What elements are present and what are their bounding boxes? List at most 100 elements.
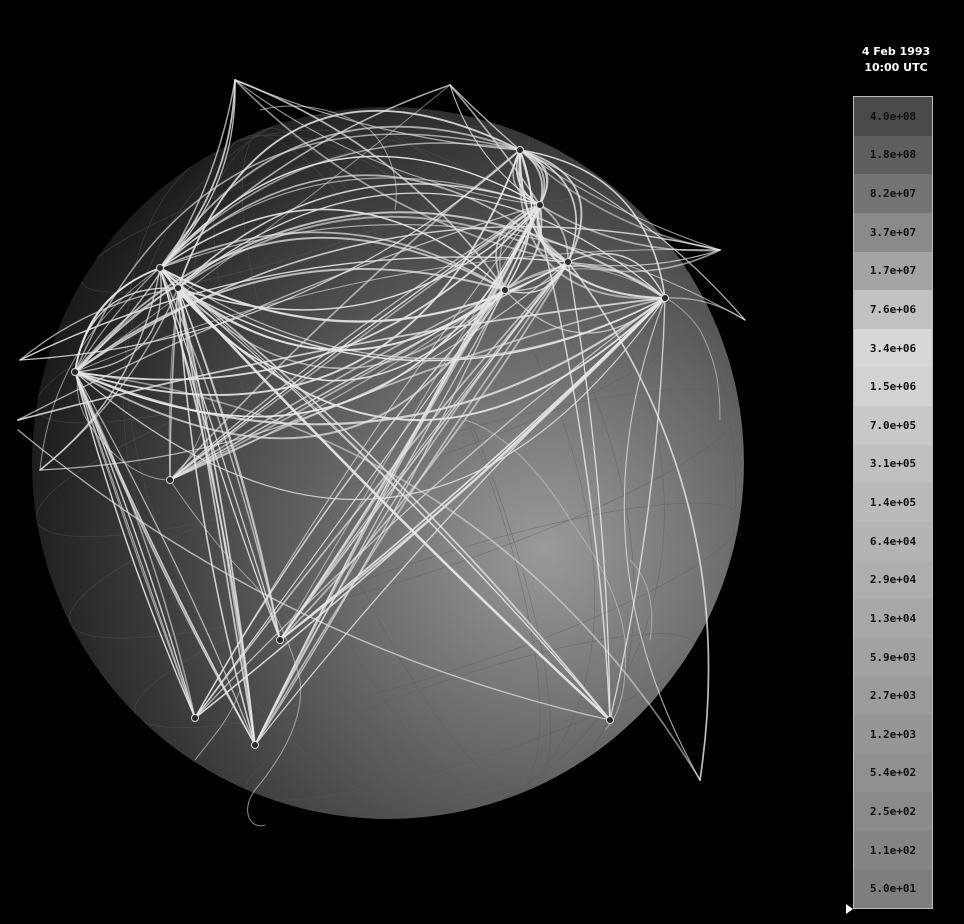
traffic-arc xyxy=(567,261,710,781)
traffic-arc xyxy=(623,297,701,781)
traffic-arc xyxy=(177,287,256,746)
traffic-arc xyxy=(169,289,506,481)
traffic-arc xyxy=(159,208,506,291)
traffic-arc xyxy=(74,371,256,746)
traffic-arc xyxy=(567,253,666,299)
legend-item: 2.7e+03 xyxy=(854,676,932,715)
traffic-arc xyxy=(159,79,236,269)
traffic-arc xyxy=(74,249,721,373)
traffic-arc xyxy=(17,429,611,721)
traffic-arc xyxy=(74,79,236,373)
traffic-arc xyxy=(169,289,506,481)
traffic-arc xyxy=(39,287,179,471)
traffic-arc xyxy=(19,256,569,361)
traffic-arc xyxy=(39,261,569,471)
traffic-arc xyxy=(279,204,541,641)
network-node xyxy=(166,476,174,484)
traffic-arc xyxy=(169,204,541,481)
traffic-arc xyxy=(254,297,666,746)
network-node xyxy=(564,258,572,266)
legend-item: 2.5e+02 xyxy=(854,792,932,831)
traffic-arc xyxy=(449,84,541,206)
network-node xyxy=(156,264,164,272)
traffic-arc xyxy=(74,371,196,719)
traffic-arc xyxy=(279,261,569,641)
network-node xyxy=(191,714,199,722)
traffic-arc xyxy=(159,125,521,269)
traffic-arc xyxy=(168,287,179,481)
traffic-arc xyxy=(567,261,611,721)
traffic-arc xyxy=(449,84,521,151)
network-node xyxy=(516,146,524,154)
traffic-arc xyxy=(519,149,583,263)
traffic-arc xyxy=(74,371,256,746)
traffic-arc xyxy=(234,79,541,206)
traffic-arc xyxy=(169,204,541,481)
network-node xyxy=(661,294,669,302)
traffic-arc xyxy=(169,261,569,481)
traffic-arc xyxy=(177,183,541,289)
traffic-arc xyxy=(74,371,196,719)
traffic-arc xyxy=(19,287,179,361)
traffic-arc xyxy=(504,204,543,291)
traffic-arc xyxy=(74,371,196,719)
traffic-arc xyxy=(609,297,666,721)
network-nodes xyxy=(71,146,669,749)
traffic-arc xyxy=(539,204,721,252)
coastline-path xyxy=(629,559,653,641)
traffic-arc xyxy=(74,84,451,373)
traffic-arc xyxy=(159,155,541,269)
traffic-arc xyxy=(519,149,666,299)
network-node xyxy=(276,636,284,644)
legend-item: 5.4e+02 xyxy=(854,753,932,793)
traffic-arc xyxy=(159,84,451,269)
network-node xyxy=(251,741,259,749)
network-node xyxy=(501,286,509,294)
traffic-arc xyxy=(159,267,506,382)
traffic-arc xyxy=(169,289,506,481)
traffic-arc xyxy=(159,267,666,360)
traffic-arc xyxy=(159,267,611,721)
legend-item: 4.0e+08 xyxy=(854,97,932,136)
network-node xyxy=(174,284,182,292)
traffic-arc xyxy=(194,297,666,719)
traffic-arc xyxy=(519,149,746,321)
traffic-arc xyxy=(73,268,507,374)
traffic-arc xyxy=(279,297,666,641)
traffic-arc xyxy=(159,231,506,291)
traffic-arc xyxy=(194,297,666,719)
network-node xyxy=(606,716,614,724)
traffic-arc xyxy=(73,296,667,426)
traffic-arc xyxy=(74,149,521,396)
legend-item: 5.0e+01 xyxy=(854,869,932,909)
coastline-path xyxy=(464,419,626,731)
network-node xyxy=(71,368,79,376)
traffic-arc xyxy=(159,267,666,422)
traffic-arc xyxy=(176,286,612,722)
traffic-arc xyxy=(17,204,541,421)
traffic-arc xyxy=(539,204,569,263)
traffic-arc xyxy=(177,204,541,311)
traffic-arc xyxy=(74,204,541,381)
traffic-arc xyxy=(177,287,611,721)
traffic-arc xyxy=(503,264,667,300)
legend-item: 3.4e+06 xyxy=(854,328,932,368)
legend-item: 1.3e+04 xyxy=(854,599,932,638)
traffic-arc xyxy=(234,79,506,291)
traffic-arc xyxy=(518,149,666,300)
traffic-arc xyxy=(519,149,611,721)
traffic-arc xyxy=(234,79,569,263)
traffic-arc xyxy=(159,224,746,321)
traffic-arc xyxy=(74,371,196,719)
legend-item: 1.1e+02 xyxy=(854,830,932,870)
legend-pointer-icon xyxy=(846,904,853,914)
traffic-arc xyxy=(567,249,721,267)
legend-item: 1.7e+07 xyxy=(854,251,932,291)
legend-item: 8.2e+07 xyxy=(854,174,932,213)
globe-sphere xyxy=(32,107,744,819)
traffic-arc xyxy=(74,371,701,781)
legend-item: 3.7e+07 xyxy=(854,212,932,252)
timestamp-date: 4 Feb 1993 xyxy=(861,45,931,58)
